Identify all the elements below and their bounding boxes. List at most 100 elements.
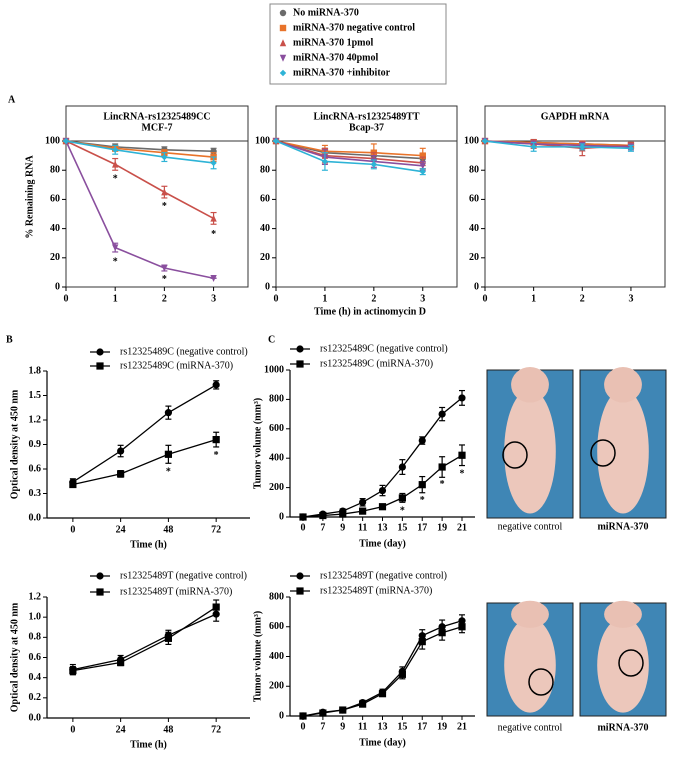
significance-mark: * — [214, 450, 219, 461]
significance-mark: * — [162, 201, 167, 212]
point — [458, 394, 466, 402]
plot-frame — [275, 105, 458, 288]
y-tick-label: 0.4 — [29, 672, 42, 683]
point — [419, 168, 426, 175]
y-tick-label: 20 — [50, 252, 60, 263]
significance-mark: * — [166, 466, 171, 477]
point — [378, 486, 387, 495]
x-tick-label: 48 — [163, 524, 173, 535]
y-tick-label: 0.6 — [29, 463, 42, 474]
point — [359, 700, 367, 708]
point — [627, 145, 635, 152]
y-tick-label: 0.3 — [29, 488, 42, 499]
point — [299, 712, 307, 720]
point — [279, 24, 287, 32]
point — [296, 360, 304, 368]
point — [296, 345, 304, 353]
y-tick-label: 80 — [260, 165, 270, 176]
legend-label: miRNA-370 negative control — [293, 22, 415, 33]
y-axis-label: Tumor volume (mm³) — [252, 611, 263, 702]
x-tick-label: 9 — [340, 721, 345, 732]
series-line — [275, 140, 423, 173]
photo-caption: negative control — [498, 521, 563, 532]
x-tick-label: 48 — [163, 724, 173, 735]
point — [96, 588, 104, 596]
y-tick-label: 800 — [269, 591, 284, 602]
chart: 0.0 0.3 0.6 0.9 1.2 1.5 1.8 0 24 48 72 Optical dens… — [9, 346, 250, 550]
x-axis-label: Time (h) — [130, 539, 167, 550]
x-tick-label: 0 — [274, 293, 279, 304]
y-tick-label: 1.2 — [29, 414, 42, 425]
point — [210, 214, 217, 222]
point — [111, 146, 119, 153]
y-tick-label: 600 — [269, 423, 284, 434]
panel-label: C — [268, 334, 275, 345]
x-tick-label: 2 — [162, 293, 167, 304]
x-axis-label: Time (day) — [359, 737, 406, 748]
x-tick-label: 21 — [457, 721, 467, 732]
point — [419, 152, 426, 159]
x-tick-label: 24 — [116, 724, 126, 735]
chart-title: LincRNA-rs12325489TT — [313, 111, 419, 122]
chart: 0 200 400 600 800 1000 0 7 9 11 13 15 17 19 21 Tumor vo… — [252, 343, 475, 549]
point — [319, 511, 327, 520]
point — [458, 623, 466, 631]
mouse-body — [597, 389, 649, 514]
x-tick-label: 0 — [64, 293, 69, 304]
point — [117, 447, 125, 455]
point — [418, 638, 426, 646]
point — [111, 244, 119, 252]
point — [299, 513, 307, 521]
point — [111, 160, 119, 168]
y-tick-label: 0 — [474, 281, 479, 292]
x-tick-label: 2 — [371, 293, 376, 304]
y-tick-label: 40 — [260, 223, 270, 234]
point — [210, 275, 217, 282]
x-tick-label: 3 — [628, 293, 633, 304]
x-tick-label: 11 — [358, 522, 367, 533]
point — [161, 264, 168, 272]
x-tick-label: 0 — [301, 522, 306, 533]
point — [458, 451, 466, 459]
y-tick-label: 1.5 — [29, 390, 42, 401]
x-tick-label: 21 — [457, 522, 467, 533]
y-tick-label: 100 — [255, 135, 270, 146]
point — [164, 409, 173, 417]
y-tick-label: 20 — [260, 252, 270, 263]
y-tick-label: 100 — [464, 135, 479, 146]
series-line — [302, 397, 463, 518]
legend-label: rs12325489C (negative control) — [320, 343, 448, 354]
point — [279, 54, 287, 62]
x-axis-label: Time (day) — [359, 538, 406, 549]
photo-caption: miRNA-370 — [597, 521, 648, 532]
point — [96, 572, 104, 580]
series-line — [72, 606, 217, 672]
point — [117, 658, 125, 667]
mouse-head — [511, 367, 549, 403]
y-tick-label: 800 — [269, 394, 284, 405]
tumor-circle — [590, 439, 616, 467]
legend-label: rs12325489T (negative control) — [320, 570, 447, 581]
legend-label: rs12325489C (miRNA-370) — [320, 358, 433, 369]
x-tick-label: 17 — [417, 721, 427, 732]
point — [96, 362, 104, 370]
x-tick-label: 24 — [116, 524, 126, 535]
y-axis-label: % Remaining RNA — [24, 155, 35, 239]
x-tick-label: 0 — [483, 293, 488, 304]
y-tick-label: 600 — [269, 621, 284, 632]
point — [96, 348, 104, 356]
point — [279, 9, 287, 17]
x-tick-label: 0 — [70, 724, 75, 735]
point — [296, 572, 304, 580]
x-tick-label: 1 — [531, 293, 536, 304]
point — [359, 498, 367, 506]
point — [69, 480, 77, 489]
significance-mark: * — [113, 173, 118, 184]
mouse-body — [597, 617, 649, 713]
legend-label: miRNA-370 40pmol — [293, 52, 378, 63]
point — [418, 436, 426, 445]
point — [370, 161, 378, 168]
tumor-circle — [502, 441, 528, 469]
